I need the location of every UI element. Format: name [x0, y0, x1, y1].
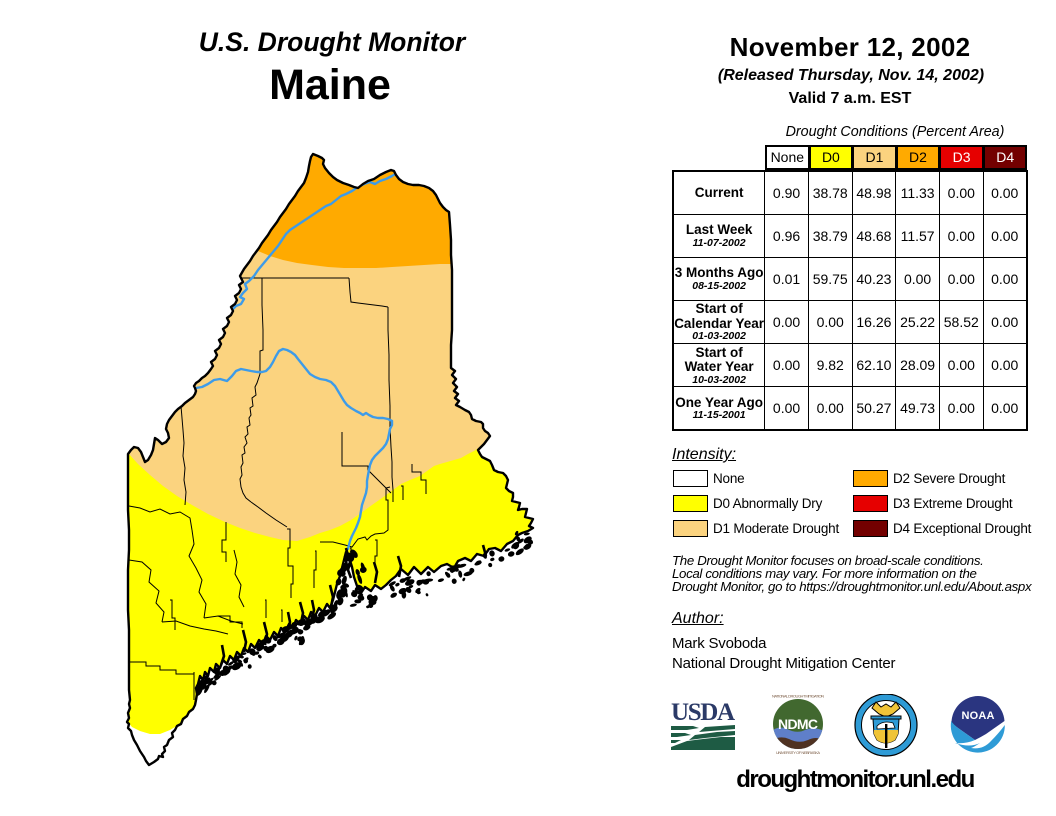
svg-text:USDA: USDA: [671, 699, 735, 726]
svg-text:UNIVERSITY OF NEBRASKA: UNIVERSITY OF NEBRASKA: [776, 750, 820, 755]
svg-text:NDMC: NDMC: [778, 716, 818, 732]
svg-text:NATIONAL DROUGHT MITIGATION: NATIONAL DROUGHT MITIGATION: [772, 694, 824, 699]
svg-text:NOAA: NOAA: [962, 710, 995, 722]
